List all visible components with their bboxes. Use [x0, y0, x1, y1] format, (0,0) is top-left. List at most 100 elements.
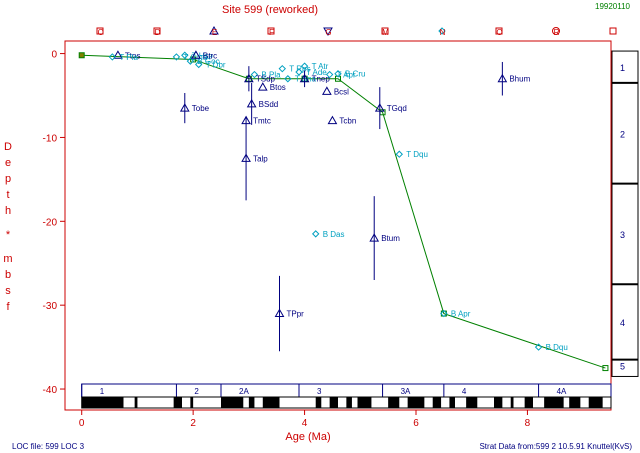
- polarity-normal-block: [173, 397, 182, 408]
- datum-label: T Pla: [119, 53, 138, 62]
- datum-label: Tmtc: [253, 117, 271, 126]
- legend-letter: E: [212, 28, 217, 37]
- datum-label: B Das: [323, 230, 345, 239]
- core-column-frame: [611, 50, 639, 377]
- datum-label: BSdd: [259, 100, 279, 109]
- datum-label: Btum: [381, 234, 400, 243]
- polarity-normal-block: [221, 397, 244, 408]
- x-tick-label: 8: [525, 418, 531, 429]
- core-label: 5: [620, 362, 625, 372]
- chron-label: 4: [462, 387, 467, 396]
- polarity-normal-block: [494, 397, 503, 408]
- datum-label: T Dbr: [206, 60, 226, 69]
- datum-triangle-icon: [274, 308, 285, 318]
- datum-diamond-icon: [334, 69, 342, 78]
- chron-label: 1: [100, 387, 105, 396]
- datum-label: Bhum: [509, 75, 530, 84]
- datum-label: TGqd: [387, 104, 407, 113]
- datum-diamond-icon: [108, 53, 117, 61]
- datum-diamond-icon: [325, 70, 334, 79]
- datum-label: B Cru: [345, 70, 365, 79]
- legend-square-icon: [495, 27, 503, 35]
- core-label: 4: [620, 318, 625, 328]
- datum-label: Btrc: [203, 51, 217, 60]
- datum-triangle-icon: [369, 233, 380, 242]
- polarity-normal-block: [248, 397, 255, 408]
- y-label-char: f: [6, 301, 10, 313]
- datum-label: T Dqu: [406, 150, 428, 159]
- datum-label: Tcbn: [339, 117, 356, 126]
- datum-triangle-icon: [257, 82, 268, 91]
- chart-title: Site 599 (reworked): [222, 4, 318, 16]
- datum-label: B Goc: [197, 57, 219, 66]
- legend-square-icon: [381, 27, 389, 35]
- legend-letter: R: [554, 28, 560, 37]
- datum-triangle-icon: [327, 115, 338, 125]
- y-tick-label: -20: [43, 217, 58, 228]
- datum-diamond-icon: [300, 62, 309, 70]
- legend-letter: O: [496, 28, 502, 37]
- y-label-char: h: [5, 205, 11, 217]
- polarity-normal-block: [329, 397, 338, 408]
- y-label-char: p: [5, 173, 11, 185]
- legend-square-icon: [96, 27, 104, 35]
- legend-letter: F: [269, 28, 274, 37]
- x-tick-label: 4: [302, 418, 308, 429]
- y-label-char: b: [5, 269, 11, 281]
- polarity-normal-block: [466, 397, 478, 408]
- polarity-normal-block: [315, 397, 322, 408]
- legend-letter: C: [98, 28, 104, 37]
- legend-triangle-down-icon: [323, 27, 333, 37]
- legend-diamond-icon: [438, 27, 446, 35]
- loc-file-label: LOC file: 599 LOC 3: [12, 442, 85, 451]
- datum-label: TPpr: [287, 310, 305, 319]
- strat-data-label: Strat Data from:599 2 10.5.91 Knuttel(Kv…: [479, 442, 632, 451]
- core-label: 1: [620, 63, 625, 73]
- datum-label: Talp: [253, 154, 268, 163]
- datum-triangle-icon: [246, 98, 257, 108]
- y-label-char: m: [3, 253, 12, 265]
- y-label-char: s: [5, 285, 11, 297]
- datum-triangle-icon: [299, 73, 310, 83]
- datum-triangle-icon: [497, 73, 508, 83]
- datum-label: Tobe: [192, 104, 210, 113]
- datum-label: T Apr: [337, 71, 356, 80]
- core-column: 1 2 3 4 5: [611, 50, 639, 377]
- date-code: 19920110: [595, 2, 631, 11]
- y-label-char: t: [6, 189, 9, 201]
- x-axis-label: Age (Ma): [285, 431, 330, 443]
- datum-diamond-icon: [186, 57, 195, 65]
- polarity-normal-block: [388, 397, 400, 408]
- chron-label: 2: [194, 387, 199, 396]
- polarity-normal-block: [510, 397, 514, 408]
- polarity-normal-block: [190, 397, 194, 408]
- x-tick-label: 0: [79, 418, 85, 429]
- chron-label-strip: [81, 383, 612, 398]
- y-tick-label: -10: [43, 133, 58, 144]
- x-axis: 0 2 4 6 8: [79, 410, 531, 429]
- datum-triangle-icon: [191, 50, 201, 59]
- legend-letter: M: [382, 28, 389, 37]
- x-tick-label: 6: [413, 418, 419, 429]
- polarity-normal-block: [544, 397, 564, 408]
- legend-square-icon: [267, 27, 275, 35]
- chron-label: 3: [317, 387, 322, 396]
- datum-diamond-icon: [278, 64, 286, 73]
- y-tick-label: -30: [43, 301, 58, 312]
- datum-triangle-icon: [243, 73, 254, 83]
- polarity-normal-block: [432, 397, 442, 408]
- datum-triangle-icon: [179, 103, 190, 112]
- datum-label: Bcsl: [334, 87, 349, 96]
- datum-label: Btos: [270, 83, 286, 92]
- polarity-normal-block: [407, 397, 425, 408]
- x-tick-label: 2: [190, 418, 196, 429]
- legend-letter: D: [155, 28, 161, 37]
- y-axis: 0 -10 -20 -30 -40: [43, 50, 65, 396]
- datum-label: B Apr: [451, 310, 471, 319]
- polarity-normal-block: [134, 397, 138, 408]
- datum-label: T Cma: [183, 53, 207, 62]
- polarity-normal-block: [569, 397, 581, 408]
